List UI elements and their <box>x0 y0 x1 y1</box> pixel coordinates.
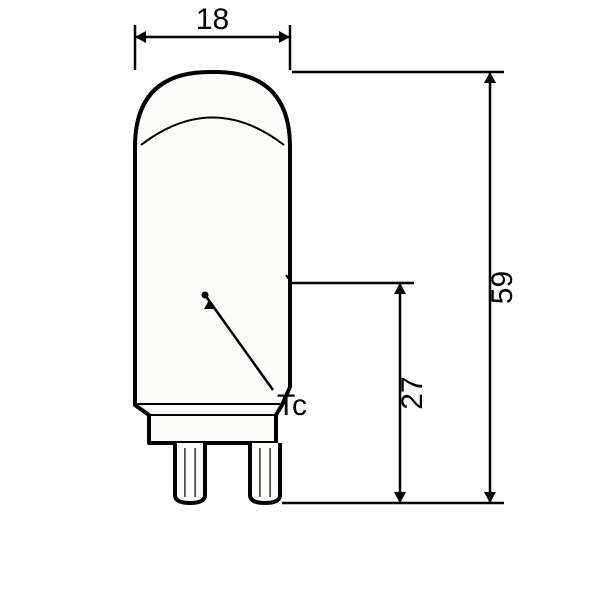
lamp-body <box>135 72 290 405</box>
technical-drawing: Tc 18 59 27 <box>0 0 600 600</box>
pin-height-dimension: 27 <box>396 376 429 409</box>
width-dimension: 18 <box>196 3 229 36</box>
lamp-pin <box>175 443 205 503</box>
tc-label: Tc <box>277 389 307 422</box>
lamp-pin <box>250 443 280 503</box>
height-dimension: 59 <box>486 271 519 304</box>
lamp-base <box>135 405 282 443</box>
